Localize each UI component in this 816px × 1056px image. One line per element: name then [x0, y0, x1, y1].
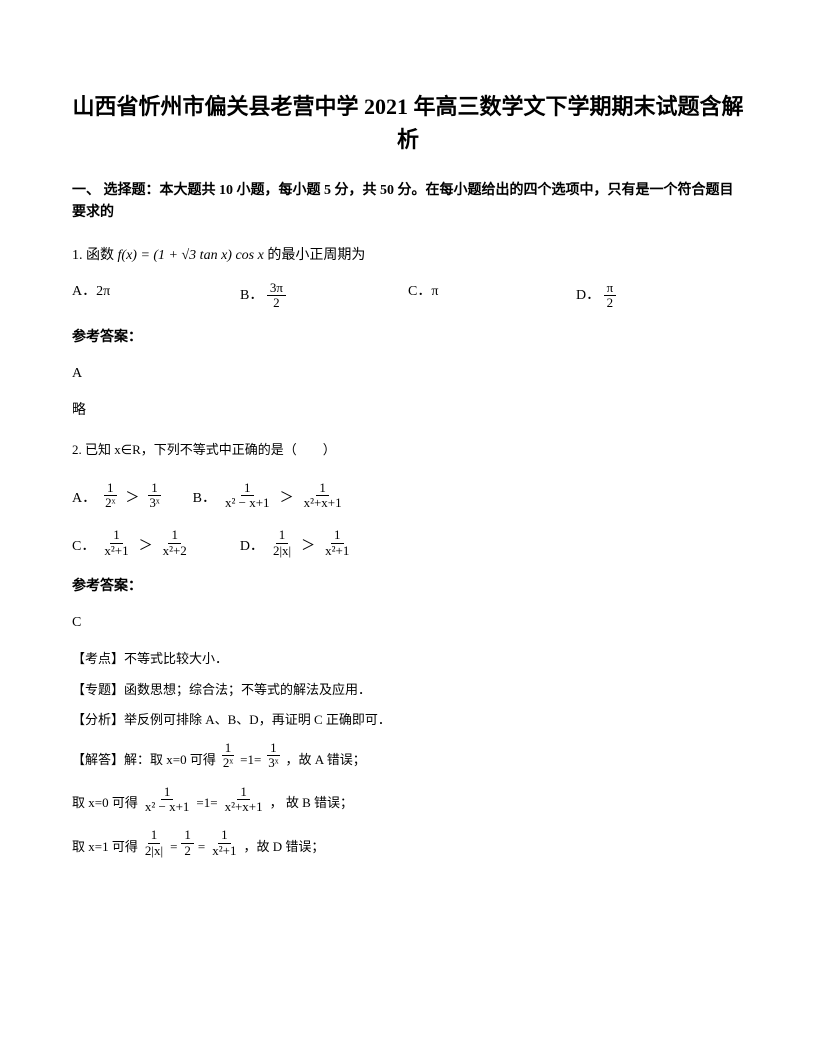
q1-suffix: 的最小正周期为	[267, 248, 365, 263]
q2-tag-fenxi: 【分析】举反例可排除 A、B、D，再证明 C 正确即可．	[72, 710, 744, 731]
section-header: 一、 选择题：本大题共 10 小题，每小题 5 分，共 50 分。在每小题给出的…	[72, 180, 744, 225]
frac-den: 3ˣ	[146, 496, 162, 510]
frac-den: 2	[270, 296, 283, 310]
eq-text: =1=	[196, 793, 217, 814]
eq-text: =	[170, 837, 177, 858]
page-title: 山西省忻州市偏关县老营中学 2021 年高三数学文下学期期末试题含解析	[72, 90, 744, 156]
q2-option-c: C． 1x²+1 ＞ 1x²+2	[72, 528, 190, 558]
answer-label: 参考答案：	[72, 576, 744, 598]
frac-num: 1	[237, 785, 250, 800]
frac-den: 2ˣ	[102, 496, 118, 510]
frac-den: 2	[181, 844, 194, 858]
question-1: 1. 函数 f(x) = (1 + √3 tan x) cos x 的最小正周期…	[72, 245, 744, 422]
opt-a-math: 12ˣ ＞ 13ˣ	[102, 481, 163, 511]
frac-den: 2|x|	[142, 844, 166, 858]
opt-label: D．	[240, 536, 264, 558]
opt-label: C．	[72, 536, 95, 558]
q2-answer: C	[72, 612, 744, 634]
sol-suffix: ，故 D 错误；	[243, 837, 324, 858]
gt-symbol: ＞	[280, 488, 294, 510]
q2-tag-zhuanti: 【专题】函数思想；综合法；不等式的解法及应用．	[72, 680, 744, 701]
opt-c-label: C．	[408, 284, 431, 299]
q2-solution-3: 取 x=1 可得 12|x| = 12 = 1x²+1 ，故 D 错误；	[72, 828, 744, 858]
gt-symbol: ＞	[125, 488, 139, 510]
frac-den: x²+1	[101, 544, 131, 558]
gt-symbol: ＞	[301, 536, 315, 558]
q1-prefix: 1. 函数	[72, 248, 114, 263]
q1-formula: f(x) = (1 + √3 tan x) cos x	[118, 248, 268, 263]
frac-den: 3ˣ	[265, 756, 281, 770]
frac-den: x² − x+1	[222, 496, 273, 510]
frac-num: 1	[276, 528, 289, 543]
sol-suffix: ， 故 B 错误；	[270, 793, 353, 814]
opt-c-math: 1x²+1 ＞ 1x²+2	[101, 528, 189, 558]
frac-num: 1	[218, 828, 231, 843]
sol-prefix: 取 x=0 可得	[72, 793, 138, 814]
sol-prefix: 【解答】解：取 x=0 可得	[72, 750, 216, 771]
q2-option-a: A． 12ˣ ＞ 13ˣ	[72, 481, 163, 511]
frac-den: x² − x+1	[142, 800, 193, 814]
frac-num: 1	[241, 481, 254, 496]
frac-den: 2ˣ	[220, 756, 236, 770]
q1-options: A．2π B． 3π 2 C．π D． π 2	[72, 281, 744, 311]
frac-den: x²+x+1	[222, 800, 266, 814]
frac-den: 2	[604, 296, 617, 310]
eq-text: =	[198, 837, 205, 858]
frac-den: x²+x+1	[301, 496, 345, 510]
q1-answer: A	[72, 363, 744, 385]
eq-text: =1=	[240, 750, 261, 771]
q1-text: 1. 函数 f(x) = (1 + √3 tan x) cos x 的最小正周期…	[72, 245, 744, 267]
frac-num: 1	[110, 528, 123, 543]
q2-solution-2: 取 x=0 可得 1x² − x+1 =1= 1x²+x+1 ， 故 B 错误；	[72, 785, 744, 815]
frac-num: 1	[161, 785, 174, 800]
opt-a-label: A．	[72, 284, 96, 299]
opt-b-math: 1x² − x+1 ＞ 1x²+x+1	[222, 481, 345, 511]
q1-option-b: B． 3π 2	[240, 281, 408, 311]
q1-option-d: D． π 2	[576, 281, 744, 311]
opt-d-math: 12|x| ＞ 1x²+1	[270, 528, 352, 558]
frac-num: 1	[148, 828, 161, 843]
frac-den: x²+1	[322, 544, 352, 558]
gt-symbol: ＞	[139, 536, 153, 558]
q2-solution-1: 【解答】解：取 x=0 可得 12ˣ =1= 13ˣ ，故 A 错误；	[72, 741, 744, 771]
opt-b-frac: 3π 2	[267, 281, 286, 311]
opt-label: B．	[193, 488, 216, 510]
opt-c-val: π	[431, 284, 438, 299]
q2-option-b: B． 1x² − x+1 ＞ 1x²+x+1	[193, 481, 345, 511]
frac-den: x²+2	[160, 544, 190, 558]
frac-num: 1	[168, 528, 181, 543]
answer-label: 参考答案：	[72, 327, 744, 349]
frac-num: π	[604, 281, 617, 296]
frac-num: 1	[316, 481, 329, 496]
frac-num: 1	[222, 741, 235, 756]
q1-option-c: C．π	[408, 281, 576, 311]
frac-num: 1	[148, 481, 161, 496]
frac-num: 1	[331, 528, 344, 543]
q1-option-a: A．2π	[72, 281, 240, 311]
opt-b-label: B．	[240, 288, 263, 303]
opt-d-label: D．	[576, 288, 600, 303]
frac-den: x²+1	[209, 844, 239, 858]
q1-brief: 略	[72, 400, 744, 422]
opt-label: A．	[72, 488, 96, 510]
frac-num: 1	[267, 741, 280, 756]
opt-a-val: 2π	[96, 284, 110, 299]
frac-num: 3π	[267, 281, 286, 296]
frac-num: 1	[104, 481, 117, 496]
q2-option-d: D． 12|x| ＞ 1x²+1	[240, 528, 353, 558]
opt-d-frac: π 2	[604, 281, 617, 311]
q2-tag-kaodian: 【考点】不等式比较大小．	[72, 649, 744, 670]
q2-text: 2. 已知 x∈R，下列不等式中正确的是（ ）	[72, 440, 744, 461]
question-2: 2. 已知 x∈R，下列不等式中正确的是（ ） A． 12ˣ ＞ 13ˣ B． …	[72, 440, 744, 858]
frac-num: 1	[181, 828, 194, 843]
sol-suffix: ，故 A 错误；	[286, 750, 366, 771]
sol-prefix: 取 x=1 可得	[72, 837, 138, 858]
frac-den: 2|x|	[270, 544, 294, 558]
q2-options-row1: A． 12ˣ ＞ 13ˣ B． 1x² − x+1 ＞ 1x²+x+1	[72, 481, 744, 511]
q2-options-row2: C． 1x²+1 ＞ 1x²+2 D． 12|x| ＞ 1x²+1	[72, 528, 744, 558]
